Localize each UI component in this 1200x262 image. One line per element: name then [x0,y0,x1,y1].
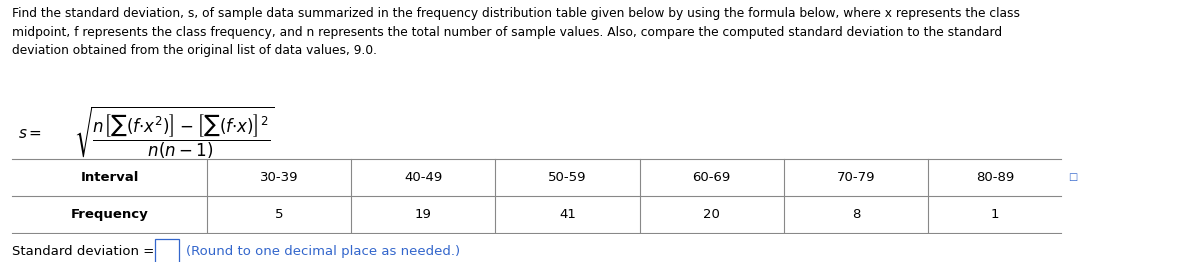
Text: 20: 20 [703,208,720,221]
Text: 8: 8 [852,208,860,221]
Text: $\sqrt{\dfrac{n\left[\sum(f{\cdot}x^2)\right]-\left[\sum(f{\cdot}x)\right]^2}{n(: $\sqrt{\dfrac{n\left[\sum(f{\cdot}x^2)\r… [73,105,274,161]
Text: 80-89: 80-89 [976,171,1014,184]
FancyBboxPatch shape [155,239,179,262]
Text: 41: 41 [559,208,576,221]
Text: (Round to one decimal place as needed.): (Round to one decimal place as needed.) [186,245,460,258]
Text: □: □ [1068,172,1078,182]
Text: 50-59: 50-59 [548,171,587,184]
Text: Frequency: Frequency [71,208,149,221]
Text: 60-69: 60-69 [692,171,731,184]
Text: 70-79: 70-79 [836,171,875,184]
Text: 30-39: 30-39 [259,171,298,184]
Text: Interval: Interval [80,171,139,184]
Text: 19: 19 [415,208,432,221]
Text: 5: 5 [275,208,283,221]
Text: $s =$: $s =$ [18,125,42,140]
Text: 1: 1 [990,208,1000,221]
Text: Find the standard deviation, s, of sample data summarized in the frequency distr: Find the standard deviation, s, of sampl… [12,7,1020,57]
Text: Standard deviation =: Standard deviation = [12,245,155,258]
Text: 40-49: 40-49 [404,171,443,184]
